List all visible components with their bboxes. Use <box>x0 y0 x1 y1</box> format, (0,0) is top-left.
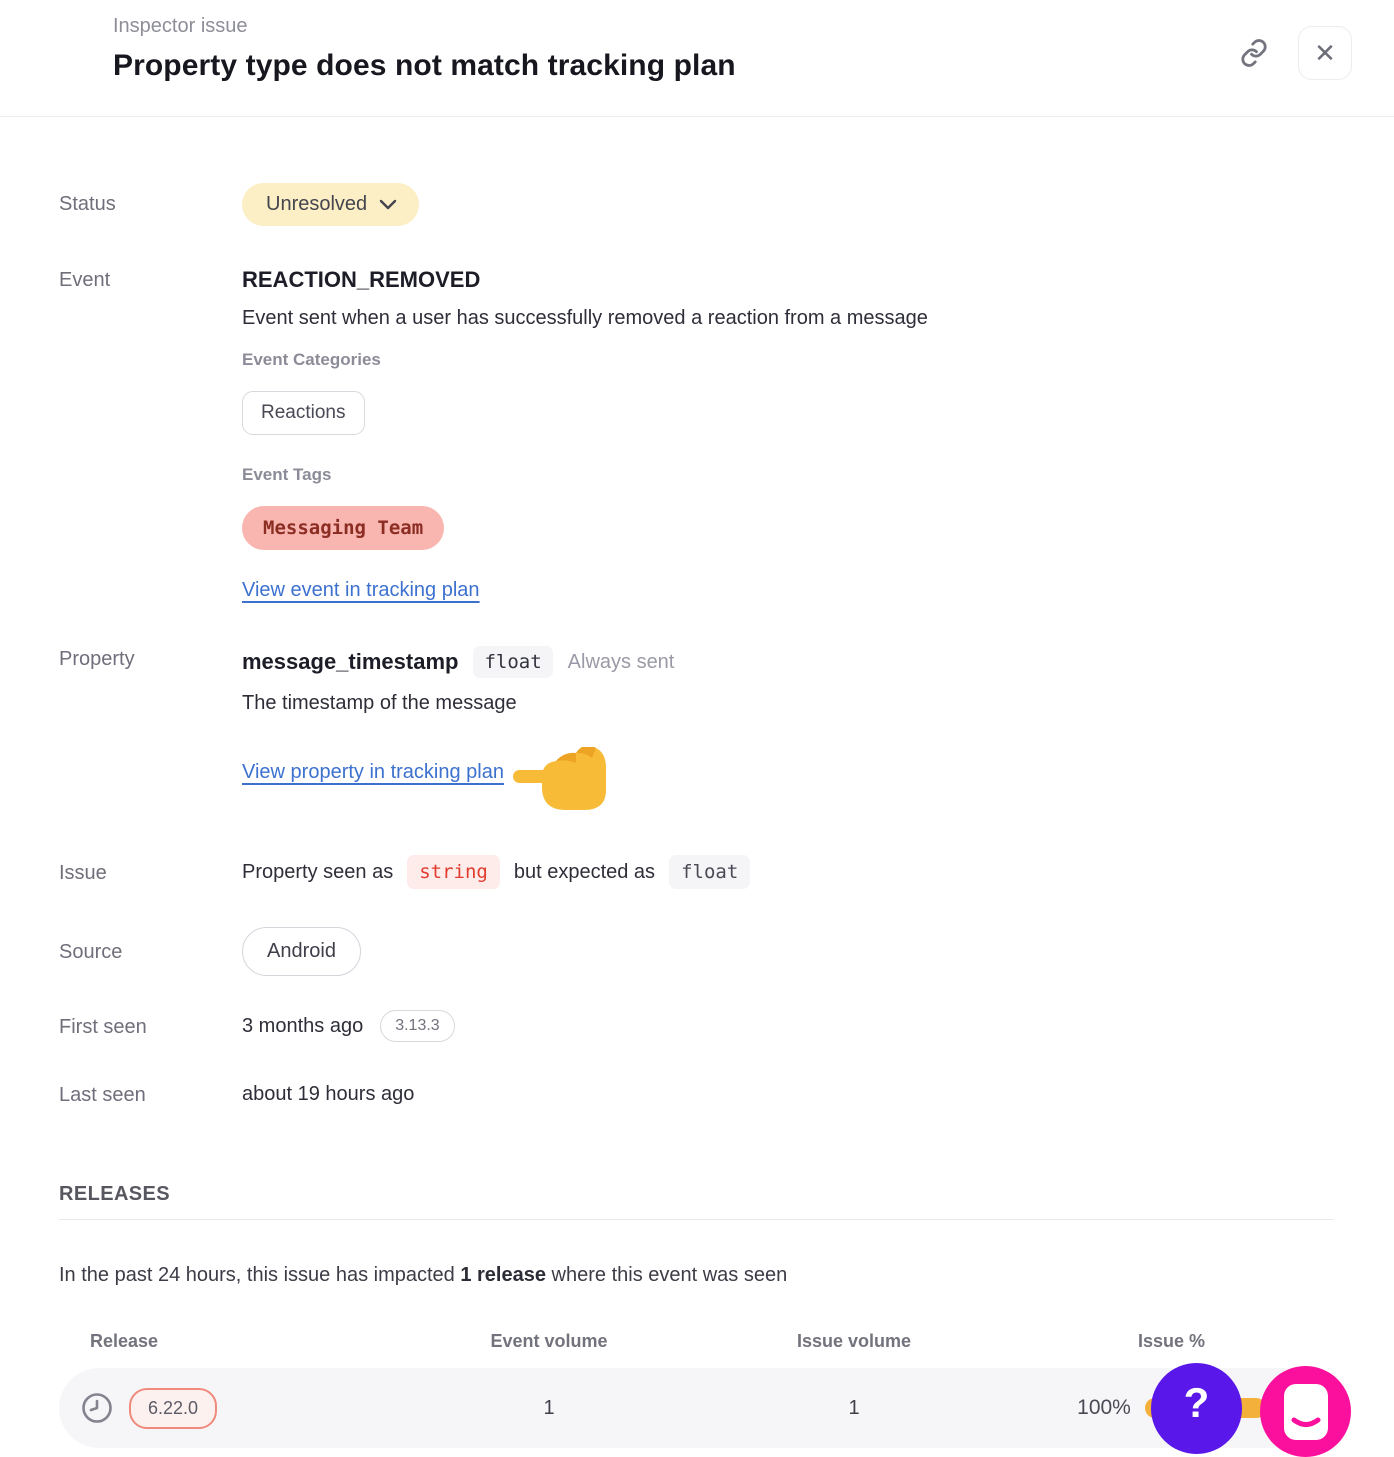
close-icon: ✕ <box>1314 38 1336 68</box>
source-label: Source <box>59 941 123 963</box>
event-tags-label: Event Tags <box>242 465 332 484</box>
close-button[interactable]: ✕ <box>1298 26 1352 80</box>
releases-table-header: Release Event volume Issue volume Issue … <box>59 1331 1334 1352</box>
releases-summary-count: 1 release <box>460 1264 546 1286</box>
chevron-down-icon <box>379 199 397 210</box>
pointing-left-emoji <box>512 747 608 813</box>
issue-text-after: but expected as <box>513 860 656 883</box>
view-property-link[interactable]: View property in tracking plan <box>242 761 504 783</box>
issue-seen-type-badge: string <box>407 855 500 889</box>
modal-eyebrow: Inspector issue <box>113 15 248 37</box>
link-icon <box>1239 38 1269 68</box>
col-header-event-volume: Event volume <box>490 1331 608 1351</box>
property-label: Property <box>59 648 135 670</box>
status-badge: Unresolved <box>266 193 368 215</box>
property-type-badge: float <box>473 646 553 678</box>
modal-header: Inspector issue Property type does not m… <box>0 0 1394 117</box>
question-mark-icon: ? <box>1183 1378 1210 1426</box>
clock-icon <box>80 1391 114 1425</box>
last-seen-row: Last seen about 19 hours ago <box>59 1082 1334 1107</box>
col-header-release: Release <box>90 1331 159 1351</box>
first-seen-value: 3 months ago <box>242 1014 364 1037</box>
releases-summary: In the past 24 hours, this issue has imp… <box>59 1264 1334 1287</box>
chat-messenger-icon <box>1283 1383 1328 1440</box>
event-category-chip: Reactions <box>242 391 365 435</box>
status-row: Status Unresolved <box>59 183 1334 226</box>
issue-label: Issue <box>59 861 107 884</box>
last-seen-value: about 19 hours ago <box>242 1083 415 1105</box>
last-seen-label: Last seen <box>59 1084 146 1106</box>
event-categories-label: Event Categories <box>242 350 381 369</box>
page-title: Property type does not match tracking pl… <box>113 49 736 82</box>
issue-volume-value: 1 <box>848 1396 860 1419</box>
first-seen-row: First seen 3 months ago 3.13.3 <box>59 1010 1334 1042</box>
event-label: Event <box>59 269 111 291</box>
property-description: The timestamp of the message <box>242 692 517 714</box>
first-seen-label: First seen <box>59 1015 147 1038</box>
issue-details: Status Unresolved Event REACTION_REMOVED… <box>0 183 1394 1448</box>
event-description: Event sent when a user has successfully … <box>242 307 928 329</box>
view-event-link[interactable]: View event in tracking plan <box>242 579 480 601</box>
status-dropdown[interactable]: Unresolved <box>242 183 420 226</box>
releases-table: Release Event volume Issue volume Issue … <box>59 1331 1334 1448</box>
property-name: message_timestamp <box>242 649 459 674</box>
releases-summary-suffix: where this event was seen <box>545 1264 788 1286</box>
first-seen-version-pill: 3.13.3 <box>380 1010 455 1042</box>
source-row: Source Android <box>59 927 1334 976</box>
issue-text-before: Property seen as <box>242 860 394 883</box>
table-row[interactable]: 6.22.0 1 1 100% <box>59 1368 1334 1448</box>
chat-button[interactable] <box>1260 1366 1351 1457</box>
issue-expected-type-badge: float <box>669 855 751 889</box>
event-name: REACTION_REMOVED <box>242 267 481 292</box>
event-row: Event REACTION_REMOVED Event sent when a… <box>59 267 1334 602</box>
col-header-issue-volume: Issue volume <box>796 1331 912 1351</box>
source-pill: Android <box>242 927 361 976</box>
issue-row: Issue Property seen as string but expect… <box>59 855 1334 889</box>
issue-pct-value: 100% <box>1077 1396 1131 1419</box>
status-label: Status <box>59 193 116 215</box>
copy-link-button[interactable] <box>1238 37 1270 69</box>
releases-summary-prefix: In the past 24 hours, this issue has imp… <box>59 1264 461 1286</box>
property-presence: Always sent <box>567 650 675 673</box>
event-volume-value: 1 <box>543 1396 555 1419</box>
event-tag-pill: Messaging Team <box>242 506 445 550</box>
help-button[interactable]: ? <box>1151 1363 1242 1454</box>
releases-section: RELEASES In the past 24 hours, this issu… <box>59 1183 1334 1448</box>
releases-section-title: RELEASES <box>59 1183 171 1205</box>
header-actions: ✕ <box>1238 26 1352 80</box>
col-header-issue-pct: Issue % <box>1137 1331 1206 1351</box>
section-divider <box>59 1219 1334 1220</box>
release-version-pill: 6.22.0 <box>129 1387 218 1429</box>
property-row: Property message_timestamp float Always … <box>59 646 1334 810</box>
